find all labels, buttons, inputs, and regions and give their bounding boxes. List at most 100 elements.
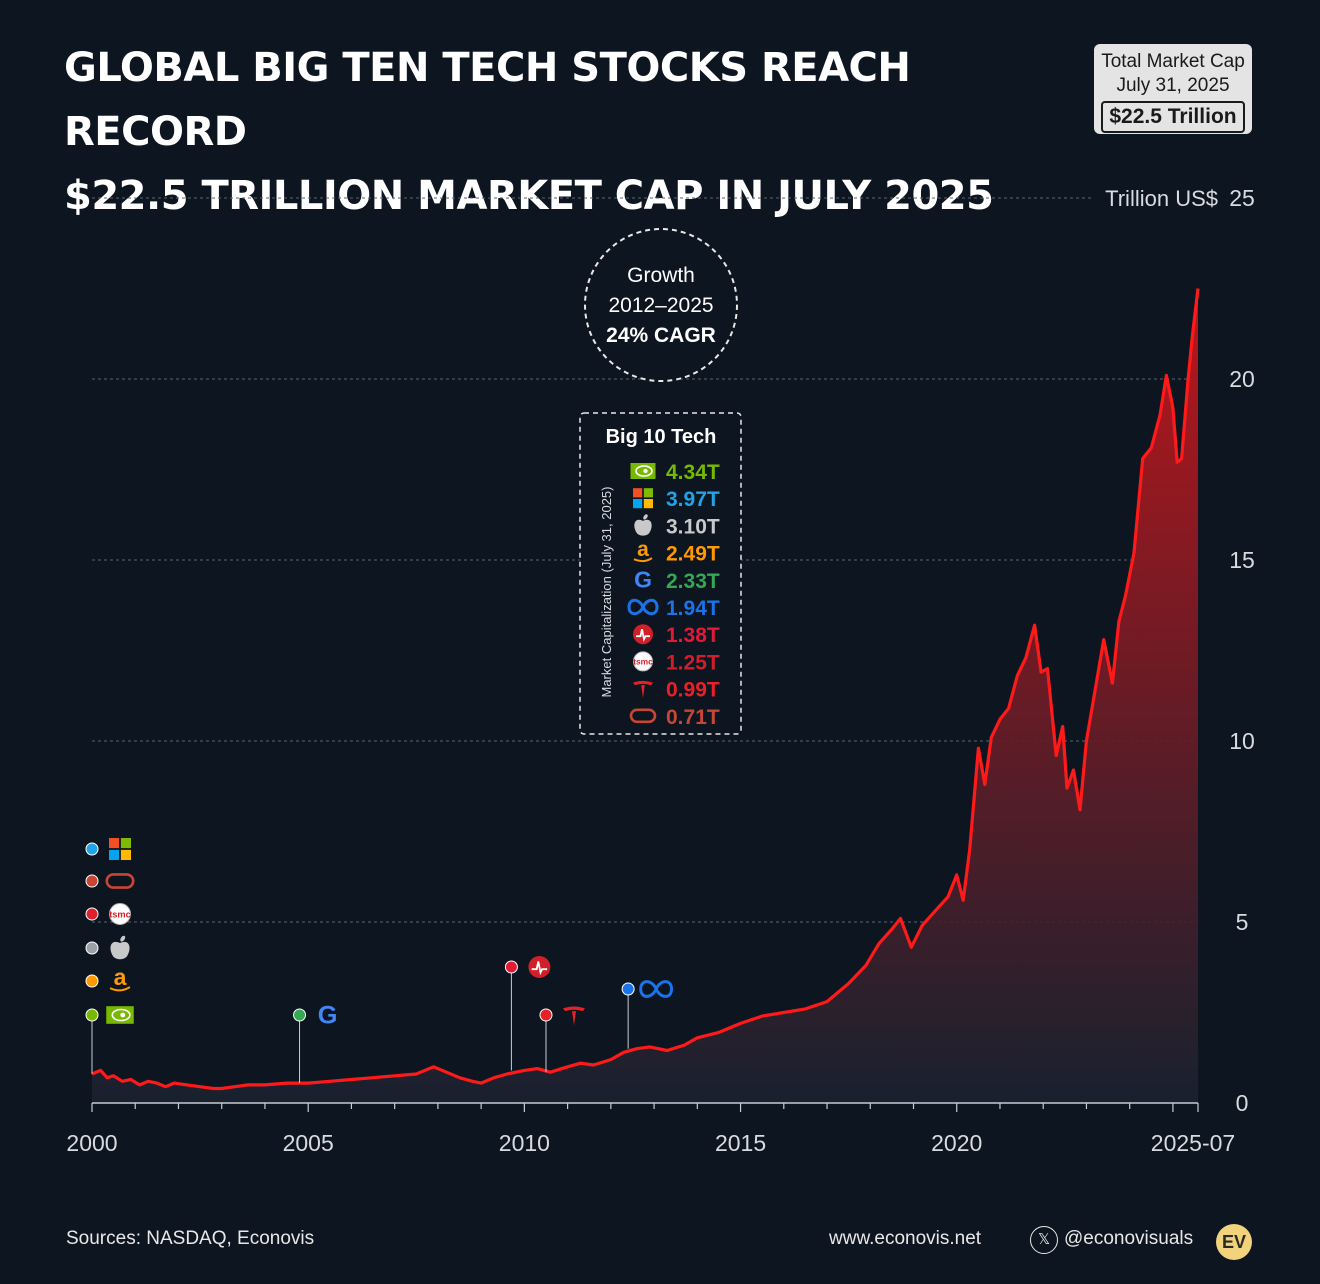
y-tick-label: 10	[1229, 728, 1255, 754]
marker-dot	[539, 1008, 553, 1022]
y-tick-label: 25	[1229, 185, 1255, 211]
nvidia-icon	[630, 463, 656, 479]
apple-leaf	[643, 514, 648, 520]
x-tick-label: 2015	[715, 1130, 766, 1156]
legend-value-tesla: 0.99T	[666, 679, 720, 702]
marker-dot	[85, 974, 99, 988]
marker-dot	[85, 842, 99, 856]
nvidia-pupil	[120, 1012, 126, 1018]
chart-title: GLOBAL BIG TEN TECH STOCKS REACH RECORD …	[64, 36, 1064, 228]
x-tick-label: 2005	[283, 1130, 334, 1156]
amazon-letter: a	[114, 964, 127, 990]
legend-title: Big 10 Tech	[606, 426, 717, 448]
title-line-1: GLOBAL BIG TEN TECH STOCKS REACH RECORD	[64, 45, 911, 155]
ms-square	[120, 849, 131, 860]
x-tick-label: 2000	[66, 1130, 117, 1156]
amazon-icon: a	[633, 538, 653, 563]
oracle-icon	[629, 708, 657, 724]
area-layer	[91, 288, 1200, 1103]
tsmc-disc	[633, 651, 653, 672]
google-letter: G	[318, 1001, 338, 1029]
apple-icon	[634, 514, 652, 536]
microsoft-icon	[109, 838, 131, 860]
legend-value-oracle: 0.71T	[666, 706, 720, 729]
apple-leaf	[120, 935, 126, 942]
marker-dot	[621, 982, 635, 996]
marker-dot	[85, 874, 99, 888]
social-handle[interactable]: @econovisuals	[1064, 1228, 1194, 1249]
ms-square	[643, 488, 653, 498]
y-tick-label: 20	[1229, 366, 1255, 392]
apple-body	[634, 519, 652, 536]
broadcom-icon	[633, 624, 653, 645]
market-cap-line	[91, 288, 1200, 1091]
x-tick-label: 2020	[931, 1130, 982, 1156]
meta-infinity	[639, 980, 674, 998]
tsmc-wordmark: tsmc	[109, 909, 131, 919]
tsmc-wordmark: tsmc	[633, 656, 653, 666]
google-icon: G	[634, 566, 652, 592]
legend-value-tsmc: 1.25T	[666, 651, 720, 674]
microsoft-icon	[633, 488, 653, 509]
tesla-stem	[572, 1011, 576, 1026]
tesla-icon	[633, 680, 653, 699]
legend-side-label: Market Capitalization (July 31, 2025)	[599, 487, 614, 698]
legend-value-broadcom: 1.38T	[666, 624, 720, 647]
meta-icon	[627, 598, 659, 616]
y-tick-label: 5	[1236, 909, 1249, 935]
area-fill	[92, 288, 1198, 1103]
x-icon: 𝕏	[1030, 1226, 1058, 1254]
y-tick-label: 15	[1229, 547, 1255, 573]
total-box-value: $22.5 Trillion	[1101, 101, 1245, 133]
overlay-layer: Growth 2012–2025 24% CAGR Big 10 Tech Market…	[579, 228, 742, 735]
apple-body	[110, 941, 130, 960]
oracle-shape	[629, 708, 657, 724]
legend-value-microsoft: 3.97T	[666, 488, 720, 511]
amazon-smile	[109, 986, 131, 992]
growth-label: Growth	[627, 264, 695, 287]
legend-value-nvidia: 4.34T	[666, 461, 720, 484]
broadcom-pulse	[636, 629, 650, 642]
marker-dot	[85, 941, 99, 955]
legend-value-apple: 3.10T	[666, 515, 720, 538]
y-axis-unit-label: Trillion US$	[1105, 186, 1218, 211]
google-letter: G	[634, 566, 652, 592]
website-link[interactable]: www.econovis.net	[829, 1228, 982, 1249]
tsmc-icon: tsmc	[633, 651, 653, 672]
legend-value-amazon: 2.49T	[666, 543, 720, 566]
nvidia-icon	[106, 1006, 134, 1024]
growth-period: 2012–2025	[608, 294, 713, 317]
x-tick-label: 2010	[499, 1130, 550, 1156]
tesla-stem	[641, 685, 645, 699]
total-box-date: July 31, 2025	[1116, 75, 1230, 96]
tesla-top	[562, 1006, 585, 1012]
ms-square	[109, 849, 120, 860]
amazon-icon: a	[109, 964, 131, 992]
apple-icon	[110, 935, 130, 960]
marker-dot	[293, 1008, 307, 1022]
x-tick-label: 2025-07	[1151, 1130, 1235, 1156]
x-axis: 2000 2005 2010 2015 2020 2025-07	[66, 1102, 1235, 1156]
amazon-letter: a	[637, 538, 649, 561]
legend-value-meta: 1.94T	[666, 597, 720, 620]
econovis-logo: EV	[1216, 1224, 1252, 1260]
oracle-shape	[105, 873, 135, 889]
title-line-2: $22.5 TRILLION MARKET CAP IN JULY 2025	[64, 173, 994, 219]
legend-value-alphabet: 2.33T	[666, 570, 720, 593]
total-box-label: Total Market Cap	[1101, 51, 1245, 72]
oracle-icon	[105, 873, 135, 889]
tesla-top	[633, 680, 653, 686]
ms-square	[633, 499, 643, 509]
nvidia-eye	[635, 465, 653, 477]
ms-square	[120, 838, 131, 849]
ms-square	[633, 488, 643, 498]
broadcom-icon	[528, 956, 551, 978]
marker-dot	[85, 1008, 99, 1022]
marker-dot	[504, 960, 518, 974]
growth-cagr: 24% CAGR	[606, 324, 716, 347]
tsmc-disc	[109, 903, 131, 925]
amazon-smile	[633, 557, 653, 563]
google-icon: G	[318, 1001, 338, 1029]
tesla-icon	[562, 1006, 585, 1026]
